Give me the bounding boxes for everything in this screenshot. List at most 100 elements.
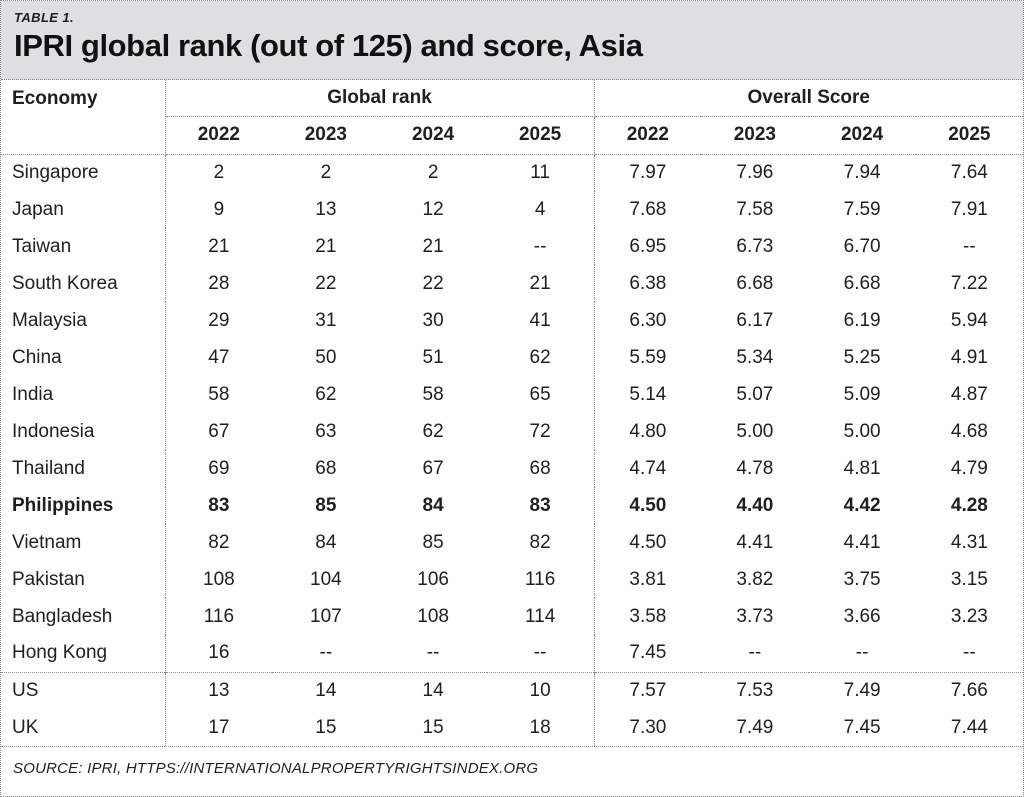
rank-cell: 58 <box>422 383 444 405</box>
score-cell: 7.91 <box>950 198 988 220</box>
western-rows: US 13 14 14 10 7.57 7.53 7.49 7.66 UK 17 15 15 18 7.30… <box>1 672 1023 746</box>
score-cell: 7.49 <box>843 679 881 701</box>
rank-cell: 31 <box>315 309 337 331</box>
score-cell: 6.68 <box>736 272 774 294</box>
rank-cell: 72 <box>486 413 595 450</box>
rank-cell: 68 <box>315 457 337 479</box>
score-cell: 7.58 <box>736 198 774 220</box>
rank-cell: 13 <box>208 679 230 701</box>
rank-cell: 67 <box>208 420 230 442</box>
rank-cell: 14 <box>315 679 337 701</box>
score-cell: 7.45 <box>629 642 667 664</box>
score-cell: 7.53 <box>736 679 774 701</box>
score-cell: -- <box>963 235 976 257</box>
rank-cell: 63 <box>315 420 337 442</box>
score-cell: 4.91 <box>950 346 988 368</box>
rank-cell: 28 <box>208 272 230 294</box>
rank-cell: 85 <box>315 494 337 516</box>
economy-cell: Singapore <box>1 154 166 191</box>
score-cell: 7.49 <box>736 716 774 738</box>
global-rank-group-header: Global rank <box>165 80 595 117</box>
table-row: Singapore 2 2 2 11 7.97 7.96 7.94 7.64 <box>1 154 1023 191</box>
table-row: Malaysia 29 31 30 41 6.30 6.17 6.19 5.94 <box>1 302 1023 339</box>
economy-cell: Japan <box>1 191 166 228</box>
table-row: China 47 50 51 62 5.59 5.34 5.25 4.91 <box>1 339 1023 376</box>
table-header: Economy Global rank Overall Score 2022 2… <box>1 80 1023 155</box>
table-row: Bangladesh 116 107 108 114 3.58 3.73 3.66 3.23 <box>1 598 1023 635</box>
score-cell: 6.68 <box>843 272 881 294</box>
rank-cell: 18 <box>486 709 595 746</box>
table-row: Thailand 69 68 67 68 4.74 4.78 4.81 4.79 <box>1 450 1023 487</box>
score-cell: 5.00 <box>736 420 774 442</box>
score-cell: 5.25 <box>843 346 881 368</box>
score-cell: 4.41 <box>843 531 881 553</box>
ipri-table: Economy Global rank Overall Score 2022 2… <box>1 80 1023 746</box>
score-cell: 7.66 <box>950 679 988 701</box>
rank-cell: 21 <box>208 235 230 257</box>
score-cell: 5.34 <box>736 346 774 368</box>
score-cell: 5.09 <box>843 383 881 405</box>
economy-cell: Vietnam <box>1 524 166 561</box>
table-row: India 58 62 58 65 5.14 5.07 5.09 4.87 <box>1 376 1023 413</box>
rank-cell: -- <box>319 642 333 664</box>
rank-cell: 108 <box>417 605 449 627</box>
rank-cell: 30 <box>422 309 444 331</box>
economy-cell: Hong Kong <box>1 635 166 672</box>
rank-cell: 4 <box>486 191 595 228</box>
year-header: 2025 <box>486 116 595 155</box>
rank-cell: 11 <box>486 154 595 191</box>
score-cell: 3.66 <box>843 605 881 627</box>
table-row: Indonesia 67 63 62 72 4.80 5.00 5.00 4.68 <box>1 413 1023 450</box>
year-header: 2023 <box>701 116 809 155</box>
score-cell: 3.73 <box>736 605 774 627</box>
rank-cell: 21 <box>422 235 444 257</box>
rank-cell: 68 <box>486 450 595 487</box>
score-cell: 7.94 <box>843 161 881 183</box>
score-cell: 6.19 <box>843 309 881 331</box>
economy-cell: China <box>1 339 166 376</box>
score-cell: -- <box>963 642 976 664</box>
score-cell: 7.22 <box>950 272 988 294</box>
asia-rows: Singapore 2 2 2 11 7.97 7.96 7.94 7.64 Japan 9 13 12… <box>1 154 1023 672</box>
economy-cell: Philippines <box>1 487 166 524</box>
economy-cell: Indonesia <box>1 413 166 450</box>
rank-cell: 21 <box>486 265 595 302</box>
rank-cell: 85 <box>422 531 444 553</box>
table-row: Pakistan 108 104 106 116 3.81 3.82 3.75 3.15 <box>1 561 1023 598</box>
rank-cell: -- <box>486 228 595 265</box>
rank-cell: 106 <box>417 568 449 590</box>
score-cell: 5.00 <box>843 420 881 442</box>
rank-cell: 83 <box>208 494 230 516</box>
score-cell: 3.82 <box>736 568 774 590</box>
rank-cell: -- <box>426 642 440 664</box>
year-header: 2024 <box>379 116 487 155</box>
rank-cell: 67 <box>422 457 444 479</box>
table-row: Japan 9 13 12 4 7.68 7.58 7.59 7.91 <box>1 191 1023 228</box>
rank-cell: 47 <box>208 346 230 368</box>
year-header: 2022 <box>165 116 273 155</box>
score-cell: 6.38 <box>629 272 667 294</box>
source-note: SOURCE: IPRI, HTTPS://INTERNATIONALPROPE… <box>1 746 1023 789</box>
score-cell: 5.07 <box>736 383 774 405</box>
rank-cell: 17 <box>208 716 230 738</box>
score-cell: 4.40 <box>736 494 774 516</box>
score-cell: 6.73 <box>736 235 774 257</box>
rank-cell: 21 <box>315 235 337 257</box>
rank-cell: 107 <box>310 605 342 627</box>
score-cell: -- <box>748 642 762 664</box>
table-row: South Korea 28 22 22 21 6.38 6.68 6.68 7.22 <box>1 265 1023 302</box>
year-header: 2023 <box>272 116 380 155</box>
score-cell: 4.79 <box>950 457 988 479</box>
economy-cell: Pakistan <box>1 561 166 598</box>
table-row: Taiwan 21 21 21 -- 6.95 6.73 6.70 -- <box>1 228 1023 265</box>
year-header: 2025 <box>915 116 1023 155</box>
score-cell: 3.58 <box>629 605 667 627</box>
rank-cell: 84 <box>315 531 337 553</box>
score-cell: 3.75 <box>843 568 881 590</box>
score-cell: 3.81 <box>629 568 667 590</box>
rank-cell: 62 <box>486 339 595 376</box>
score-cell: 3.23 <box>950 605 988 627</box>
score-cell: 6.17 <box>736 309 774 331</box>
score-cell: 4.28 <box>950 494 988 516</box>
